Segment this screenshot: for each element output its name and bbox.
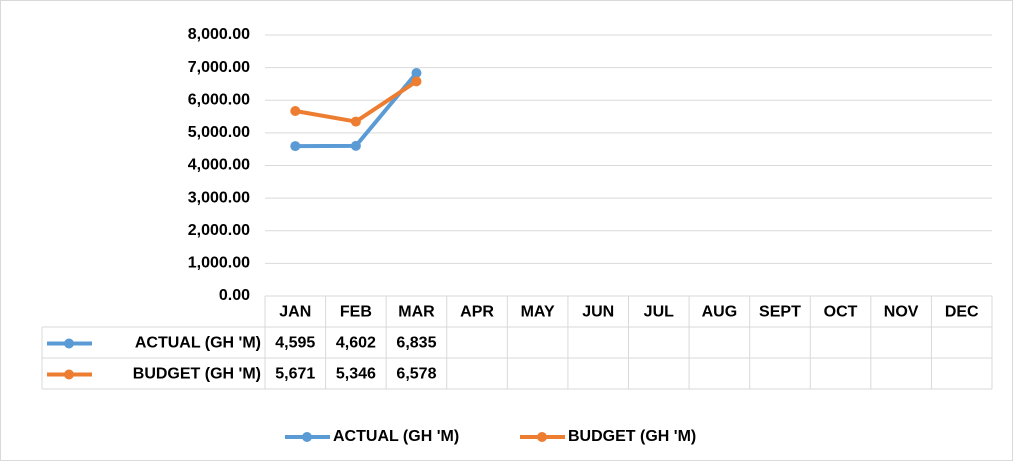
legend-marker: [64, 338, 74, 349]
x-tick-label: SEPT: [759, 304, 801, 321]
x-tick-label: JUN: [582, 304, 614, 321]
legend-marker: [64, 369, 74, 380]
table-value: 6,835: [396, 335, 436, 352]
table-value: 4,595: [275, 335, 315, 352]
y-tick-label: 7,000.00: [188, 59, 250, 76]
y-tick-label: 0.00: [219, 287, 250, 304]
legend-marker: [302, 432, 312, 442]
y-tick-label: 3,000.00: [188, 189, 250, 206]
table-series-label: BUDGET (GH 'M): [133, 366, 261, 383]
y-tick-label: 8,000.00: [188, 26, 250, 43]
legend-label: BUDGET (GH 'M): [568, 428, 696, 445]
y-tick-label: 6,000.00: [188, 91, 250, 108]
x-tick-label: NOV: [884, 304, 919, 321]
table-value: 5,671: [275, 366, 315, 383]
table-value: 6,578: [396, 366, 436, 383]
x-tick-label: FEB: [340, 304, 372, 321]
table-series-label: ACTUAL (GH 'M): [135, 335, 261, 352]
point: [411, 76, 422, 87]
y-tick-label: 1,000.00: [188, 255, 250, 272]
x-tick-label: OCT: [824, 304, 858, 321]
x-tick-label: JAN: [279, 304, 311, 321]
point: [290, 105, 301, 116]
table-value: 4,602: [336, 335, 376, 352]
table-value: 5,346: [336, 366, 376, 383]
x-tick-label: MAY: [521, 304, 555, 321]
x-tick-label: AUG: [702, 304, 738, 321]
point: [350, 140, 361, 151]
x-tick-label: DEC: [945, 304, 979, 321]
x-tick-label: APR: [460, 304, 494, 321]
y-tick-label: 2,000.00: [188, 222, 250, 239]
x-tick-label: MAR: [398, 304, 435, 321]
y-tick-label: 4,000.00: [188, 157, 250, 174]
x-tick-label: JUL: [644, 304, 674, 321]
legend-marker: [537, 432, 547, 442]
point: [411, 68, 422, 79]
point: [350, 116, 361, 127]
legend-label: ACTUAL (GH 'M): [333, 428, 459, 445]
y-tick-label: 5,000.00: [188, 124, 250, 141]
point: [290, 141, 301, 152]
